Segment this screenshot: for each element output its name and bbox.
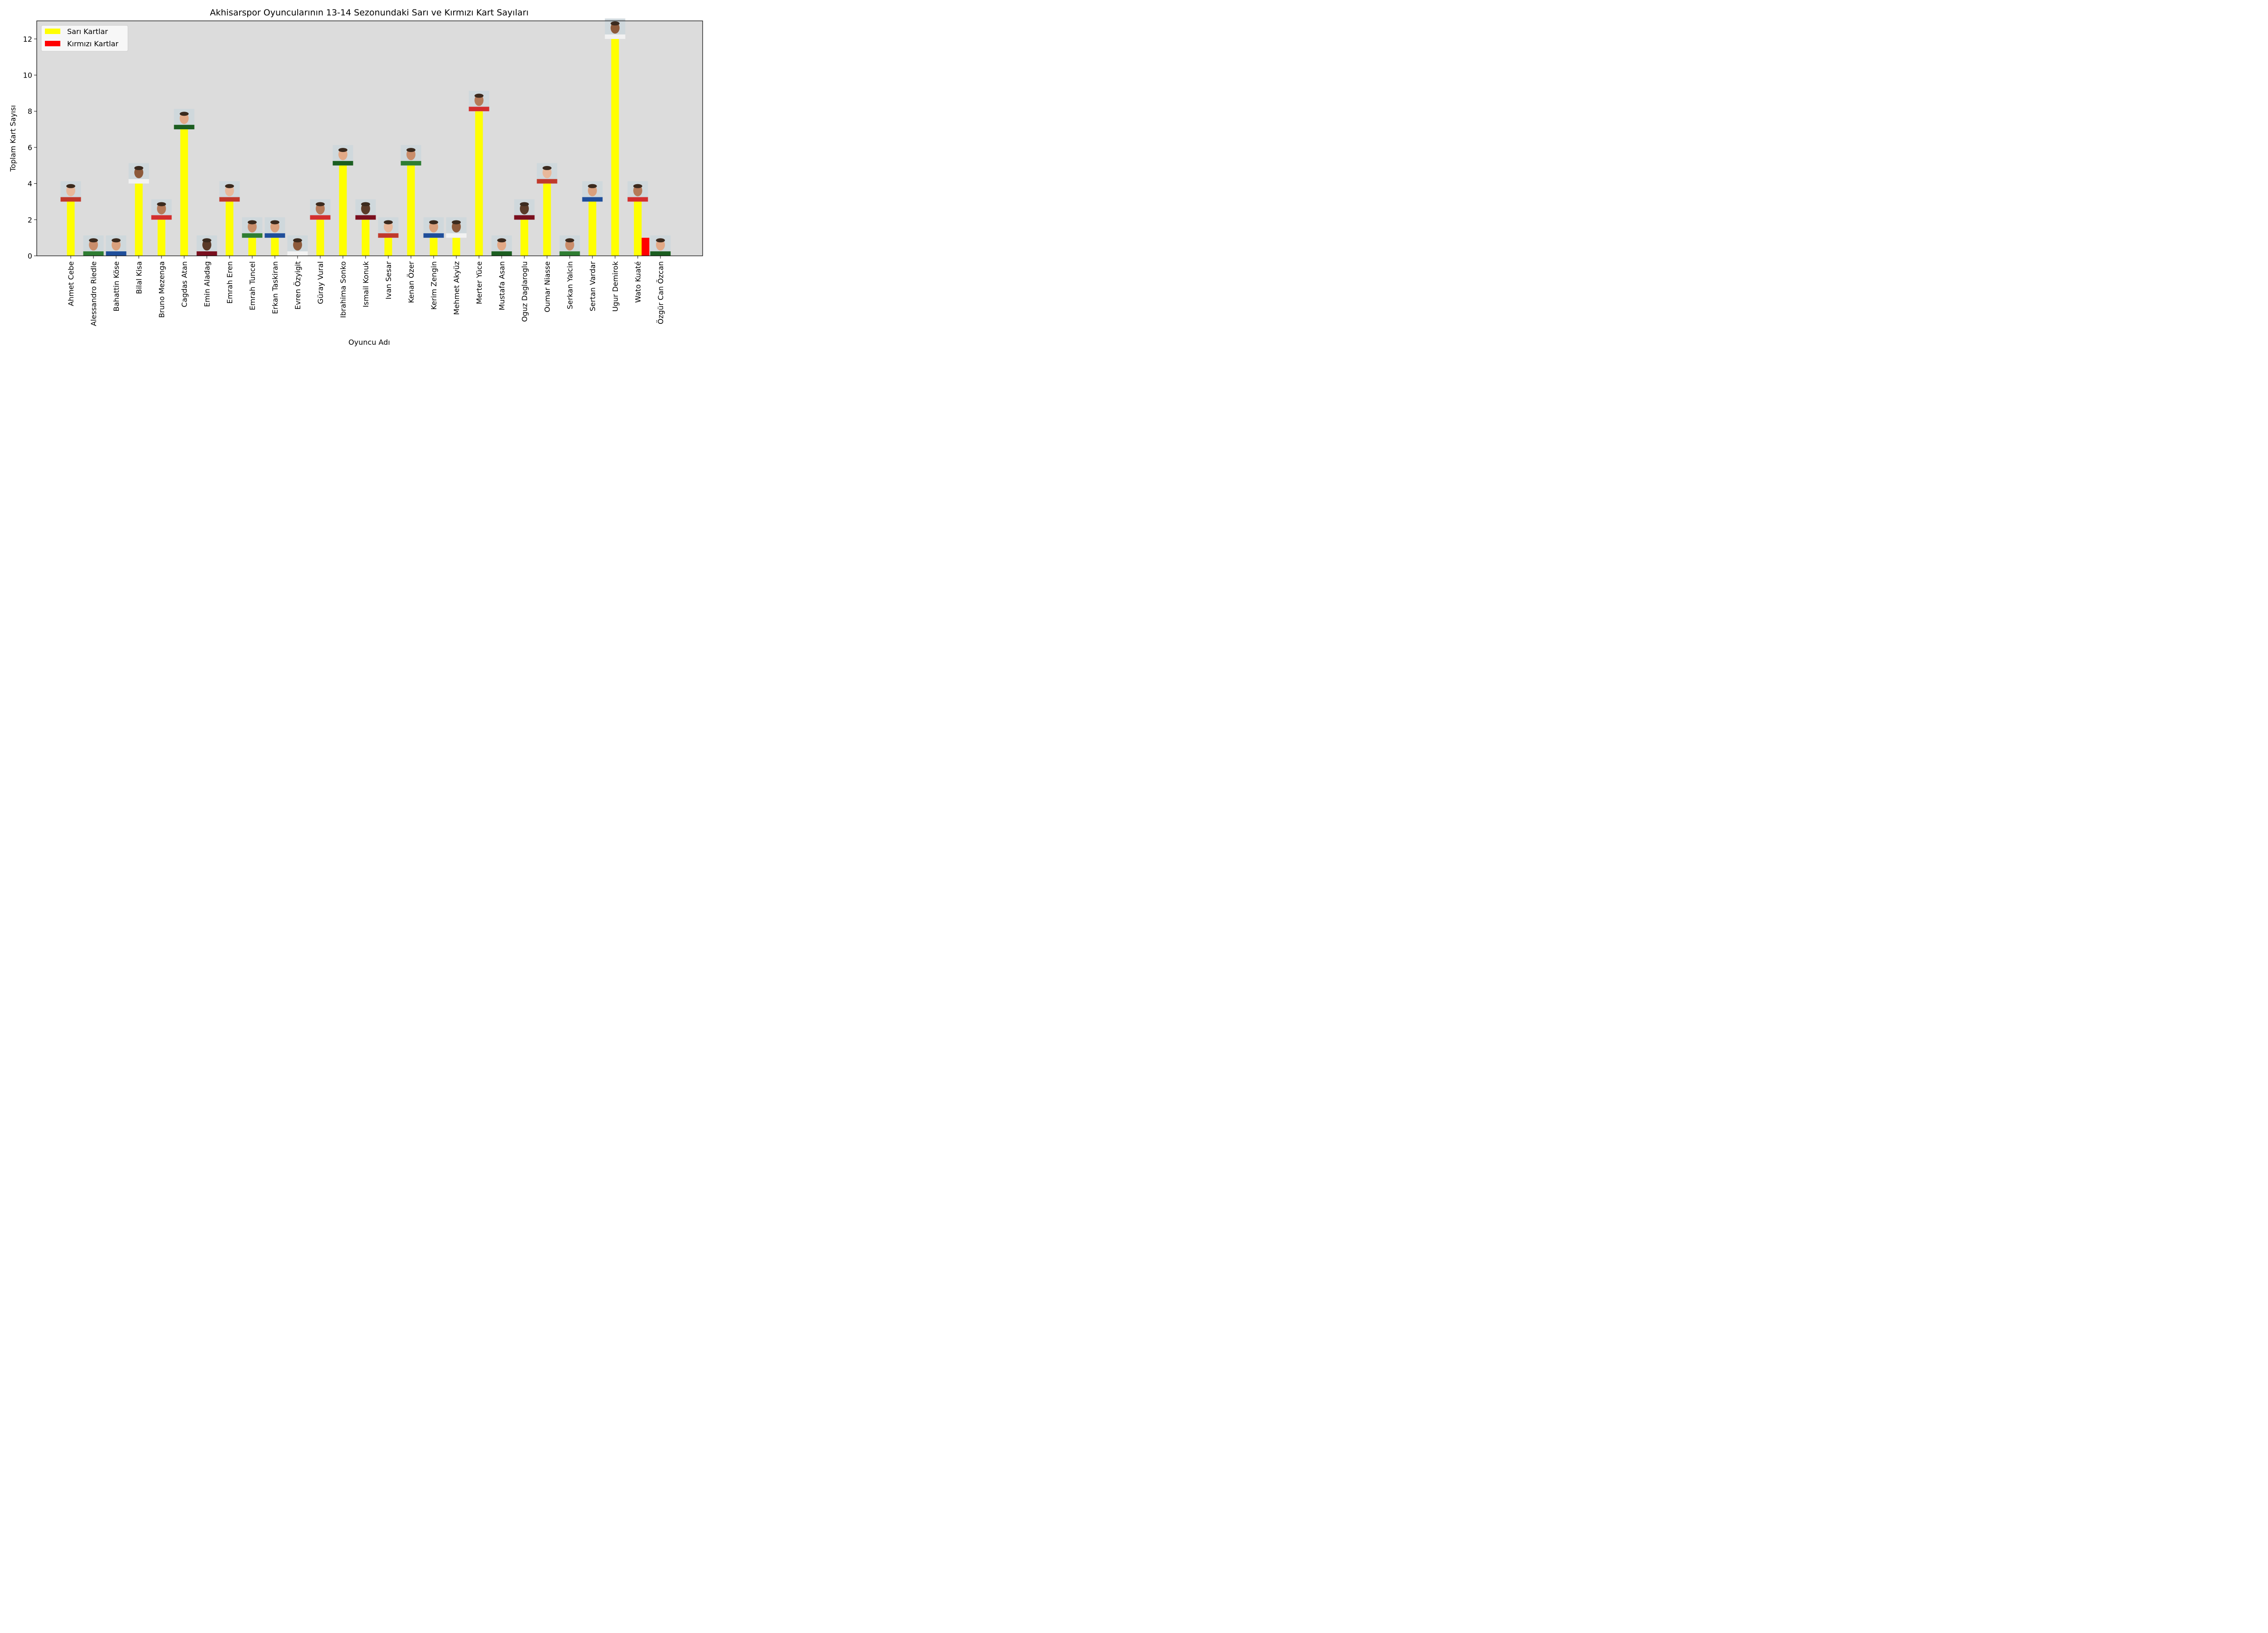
y-tick-label: 6 <box>28 143 32 152</box>
bar-sari-kart <box>225 201 234 256</box>
player-photo <box>469 91 489 112</box>
y-tick-label: 12 <box>23 35 32 44</box>
y-axis: 0 2 4 6 8 10 12 <box>23 35 37 260</box>
x-tick-label: Emrah Eren <box>225 261 234 304</box>
player-photo <box>219 181 240 202</box>
bar-sari-kart <box>520 220 528 256</box>
x-tick-label: Serkan Yalcin <box>566 261 574 309</box>
x-tick-label: Özgür Can Özcan <box>656 261 665 324</box>
legend-label: Kırmızı Kartlar <box>67 39 118 48</box>
player-photo <box>355 199 376 220</box>
legend-swatch <box>45 29 60 34</box>
x-tick-label: Bahattin Köse <box>112 261 121 312</box>
bar-sari-kart <box>634 201 642 256</box>
player-photo <box>627 181 648 202</box>
y-tick-label: 4 <box>28 180 32 188</box>
bar-sari-kart <box>452 238 460 256</box>
bar-sari-kart <box>384 238 392 256</box>
bar-sari-kart <box>180 129 188 256</box>
player-photo <box>401 145 421 166</box>
x-tick-label: Evren Özyigit <box>293 261 302 310</box>
bar-sari-kart <box>430 238 438 256</box>
bar-sari-kart <box>248 238 256 256</box>
player-photo <box>174 109 195 130</box>
bar-sari-kart <box>475 111 483 256</box>
player-photo <box>559 235 580 256</box>
legend-swatch <box>45 41 60 46</box>
bar-sari-kart <box>339 165 347 256</box>
bar-sari-kart <box>135 183 143 256</box>
x-tick-label: Ibrahima Sonko <box>339 261 347 318</box>
player-photo <box>446 217 467 238</box>
bar-sari-kart <box>67 201 75 256</box>
bar-kirmizi-kart <box>641 238 650 256</box>
x-axis-label: Oyuncu Adı <box>348 338 390 347</box>
player-photo <box>196 235 217 256</box>
player-photo <box>582 181 603 202</box>
player-photo <box>378 217 399 238</box>
legend-box <box>41 25 128 52</box>
player-photo <box>151 199 172 220</box>
x-tick-label: Mustafa Asan <box>498 261 506 310</box>
x-tick-label: Oguz Daglaroglu <box>520 261 529 322</box>
x-tick-label: Bruno Mezenga <box>157 261 166 318</box>
player-photo <box>650 235 671 256</box>
bar-sari-kart <box>316 220 324 256</box>
y-tick-label: 10 <box>23 71 32 80</box>
player-photo <box>60 181 81 202</box>
bar-sari-kart <box>271 238 279 256</box>
x-tick-label: Ivan Sesar <box>384 261 393 299</box>
chart-title: Akhisarspor Oyuncularının 13-14 Sezonund… <box>210 8 528 18</box>
bar-sari-kart <box>611 39 619 256</box>
player-photo <box>242 217 263 238</box>
legend: Sarı Kartlar Kırmızı Kartlar <box>41 25 128 52</box>
player-photo <box>537 163 557 184</box>
y-tick-label: 2 <box>28 215 32 224</box>
player-photo <box>106 235 127 256</box>
y-tick-label: 8 <box>28 107 32 116</box>
x-tick-label: Emrah Tuncel <box>248 261 257 310</box>
x-tick-label: Sertan Vardar <box>588 261 597 312</box>
bar-sari-kart <box>588 201 596 256</box>
player-photo <box>128 163 149 184</box>
x-tick-label: Kenan Özer <box>407 261 415 303</box>
player-photo <box>264 217 285 238</box>
x-tick-label: Ugur Demirok <box>611 261 620 312</box>
y-axis-label: Toplam Kart Sayısı <box>9 105 17 172</box>
bars-layer <box>67 39 650 256</box>
x-tick-label: Güray Vural <box>316 261 325 304</box>
bar-sari-kart <box>543 183 551 256</box>
player-photo <box>310 199 331 220</box>
player-photo <box>287 235 308 256</box>
player-photo <box>605 18 626 39</box>
x-tick-label: Ahmet Cebe <box>67 261 75 306</box>
y-tick-label: 0 <box>28 252 32 260</box>
player-photo <box>332 145 353 166</box>
x-tick-label: Erkan Taskiran <box>271 261 279 314</box>
player-photo <box>423 217 444 238</box>
bar-sari-kart <box>362 220 370 256</box>
player-photo <box>514 199 535 220</box>
x-tick-label: Emin Aladag <box>203 261 211 307</box>
x-tick-label: Wato Kuaté <box>634 261 642 303</box>
x-tick-label: Oumar Niasse <box>543 261 552 313</box>
x-tick-label: Alessandro Riedle <box>89 261 98 326</box>
x-tick-label: Bilal Kisa <box>135 261 143 294</box>
player-photo <box>83 235 104 256</box>
bar-chart: Akhisarspor Oyuncularının 13-14 Sezonund… <box>9 8 703 347</box>
x-axis: Ahmet Cebe Alessandro Riedle Bahattin Köse… <box>67 256 665 326</box>
x-tick-label: Merter Yüce <box>475 261 484 304</box>
legend-label: Sarı Kartlar <box>67 27 108 36</box>
x-tick-label: Cagdas Atan <box>180 261 189 307</box>
plot-frame <box>36 20 703 256</box>
bar-sari-kart <box>157 220 166 256</box>
player-photo <box>491 235 512 256</box>
chart-container: Akhisarspor Oyuncularının 13-14 Sezonund… <box>0 0 711 356</box>
x-tick-label: Kerim Zengin <box>430 261 438 310</box>
bar-sari-kart <box>407 165 415 256</box>
x-tick-label: Mehmet Akyüz <box>452 261 461 315</box>
player-photos-layer <box>60 18 671 256</box>
x-tick-label: Ismail Konuk <box>362 261 370 307</box>
